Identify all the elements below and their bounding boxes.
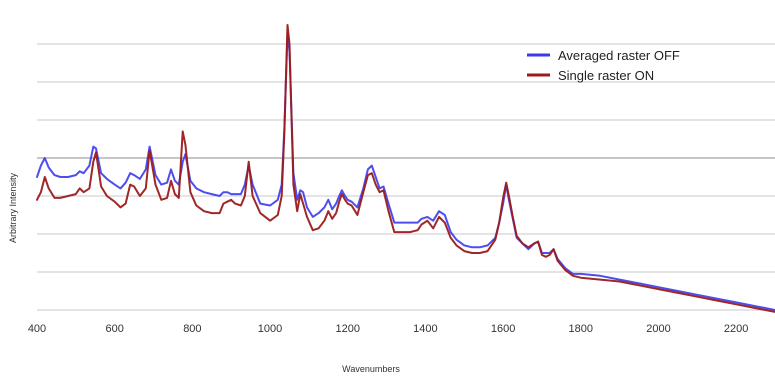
y-axis-label: Arbitrary Intensity (8, 172, 18, 243)
x-tick-label: 2000 (646, 323, 670, 335)
legend-label: Averaged raster OFF (558, 48, 680, 63)
x-tick-labels: 400 600 800 1000 1200 1400 1600 1800 2000 2200 (28, 323, 749, 335)
x-tick-label: 400 (28, 323, 46, 335)
x-tick-label: 1400 (413, 323, 437, 335)
series-line-2 (36, 24, 775, 313)
x-tick-label: 1200 (335, 323, 359, 335)
legend-label: Single raster ON (558, 68, 654, 83)
x-tick-label: 1600 (491, 323, 515, 335)
legend: Averaged raster OFF Single raster ON (527, 48, 680, 83)
x-tick-label: 1000 (258, 323, 282, 335)
x-tick-label: 2200 (724, 323, 748, 335)
series-line-1 (36, 31, 775, 311)
series-layer (36, 24, 775, 313)
x-tick-label: 1800 (569, 323, 593, 335)
x-tick-label: 600 (106, 323, 124, 335)
x-axis-label: Wavenumbers (342, 364, 400, 374)
x-tick-label: 800 (183, 323, 201, 335)
